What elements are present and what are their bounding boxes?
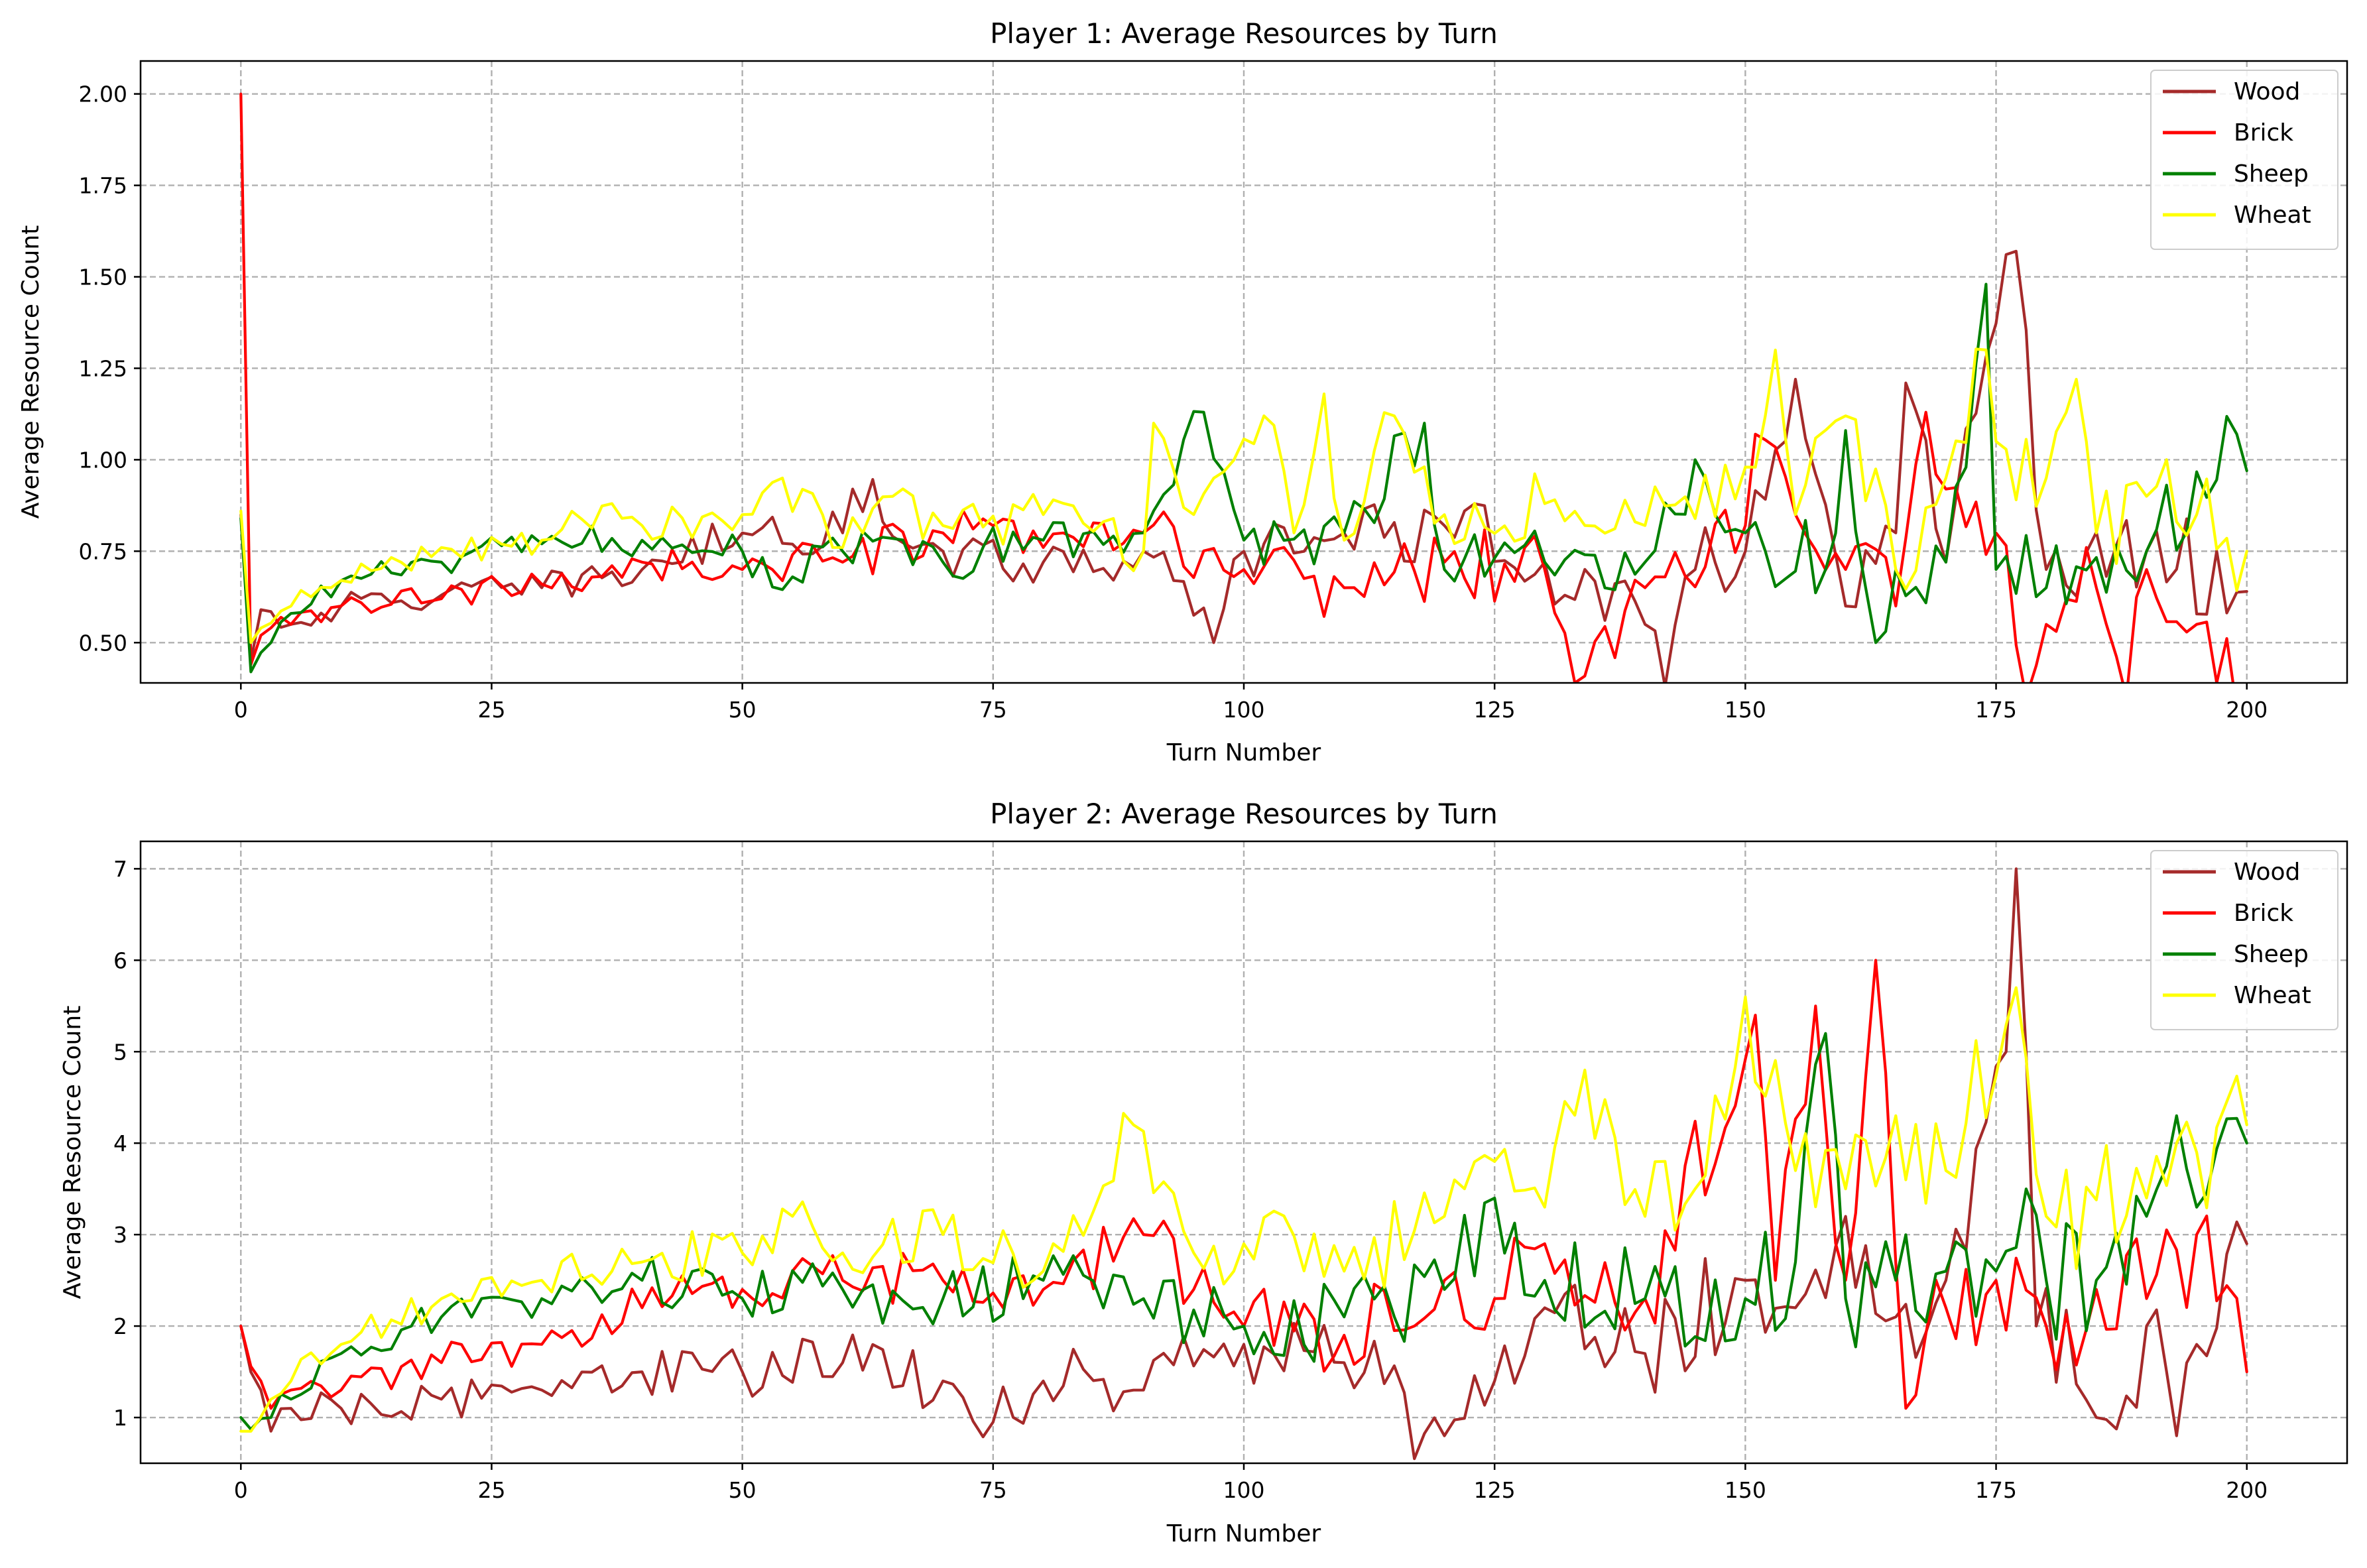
legend-label-wheat: Wheat — [2234, 202, 2311, 229]
x-tick-label: 100 — [1223, 697, 1265, 723]
series-line-wheat — [239, 347, 2248, 644]
y-tick-label: 1.75 — [79, 173, 127, 199]
x-tick-label: 175 — [1975, 1477, 2017, 1503]
x-tick-label: 75 — [979, 1477, 1007, 1503]
grid-lines — [141, 61, 2347, 683]
y-tick-label: 1.25 — [79, 355, 127, 381]
legend-label-sheep: Sheep — [2234, 941, 2309, 968]
x-tick-label: 50 — [729, 1477, 757, 1503]
x-axis-label: Turn Number — [1166, 739, 1321, 766]
axis-ticks: 0 25 50 75 100 125 150 175 200 1 2 3 4 5 6 7 — [113, 856, 2268, 1503]
series-lines — [239, 92, 2248, 683]
x-tick-label: 175 — [1975, 697, 2017, 723]
y-tick-label: 3 — [113, 1222, 127, 1248]
y-axis-label: Average Resource Count — [17, 225, 44, 519]
chart-title: Player 1: Average Resources by Turn — [990, 17, 1498, 50]
series-line-sheep — [239, 282, 2248, 674]
x-axis-label: Turn Number — [1166, 1520, 1321, 1547]
x-tick-label: 150 — [1725, 1477, 1766, 1503]
y-tick-label: 5 — [113, 1039, 127, 1065]
x-tick-label: 25 — [477, 697, 505, 723]
x-tick-label: 200 — [2226, 1477, 2268, 1503]
legend-box — [2150, 850, 2338, 1030]
legend-label-wood: Wood — [2234, 859, 2300, 886]
y-tick-label: 0.50 — [79, 630, 127, 656]
x-tick-label: 150 — [1725, 697, 1766, 723]
series-lines — [239, 867, 2248, 1461]
x-tick-label: 200 — [2226, 697, 2268, 723]
x-tick-label: 50 — [729, 697, 757, 723]
y-tick-label: 2.00 — [79, 82, 127, 107]
x-tick-label: 125 — [1474, 1477, 1516, 1503]
legend: Wood Brick Sheep Wheat — [2150, 70, 2338, 250]
grid-lines — [141, 841, 2347, 1463]
x-tick-label: 0 — [234, 1477, 248, 1503]
x-tick-label: 75 — [979, 697, 1007, 723]
x-tick-label: 100 — [1223, 1477, 1265, 1503]
y-tick-label: 7 — [113, 856, 127, 882]
axis-ticks: 0 25 50 75 100 125 150 175 200 0.50 0.75 1.00 1.25 1.… — [79, 82, 2268, 723]
y-tick-label: 1.00 — [79, 447, 127, 473]
legend-label-brick: Brick — [2234, 900, 2293, 927]
legend-box — [2150, 70, 2338, 250]
series-line-brick — [239, 92, 2235, 683]
y-tick-label: 6 — [113, 947, 127, 973]
legend-label-sheep: Sheep — [2234, 160, 2309, 188]
y-tick-label: 2 — [113, 1313, 127, 1339]
x-tick-label: 0 — [234, 697, 248, 723]
player-2-chart: Player 2: Average Resources by Turn 0 25 5… — [59, 798, 2348, 1547]
chart-title: Player 2: Average Resources by Turn — [990, 798, 1498, 830]
player-1-chart: Player 1: Average Resources by Turn 0 25 5… — [17, 17, 2348, 766]
y-tick-label: 4 — [113, 1130, 127, 1156]
legend-label-wheat: Wheat — [2234, 982, 2311, 1009]
legend-label-wood: Wood — [2234, 78, 2300, 105]
series-line-wheat — [239, 986, 2248, 1433]
y-tick-label: 1 — [113, 1405, 127, 1431]
legend-label-brick: Brick — [2234, 119, 2293, 147]
legend: Wood Brick Sheep Wheat — [2150, 850, 2338, 1030]
y-tick-label: 0.75 — [79, 538, 127, 564]
x-tick-label: 25 — [477, 1477, 505, 1503]
x-tick-label: 125 — [1474, 697, 1516, 723]
y-tick-label: 1.50 — [79, 265, 127, 290]
series-line-sheep — [239, 1032, 2248, 1431]
y-axis-label: Average Resource Count — [59, 1006, 86, 1299]
series-line-wood — [239, 867, 2248, 1461]
